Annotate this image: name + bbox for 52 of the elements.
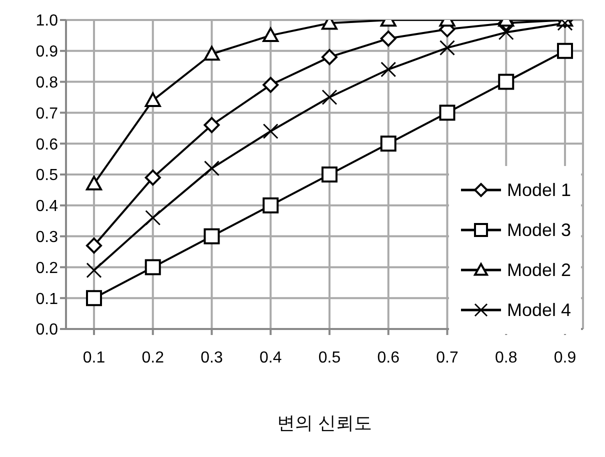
legend-label: Model 4 [506,300,571,320]
legend-label: Model 3 [506,220,571,240]
x-axis-title: 변의 신뢰도 [276,413,372,433]
x-tick-label: 0.7 [436,349,458,366]
point [380,30,396,47]
point [86,290,102,306]
y-tick-label: 0.1 [36,290,58,308]
x-tick-label: 0.8 [495,349,518,366]
point [204,117,220,134]
point [204,46,220,61]
point [498,74,514,90]
y-tick-label: 0.0 [36,322,58,339]
x-tick-label: 0.3 [200,349,223,366]
point [322,49,338,66]
point [204,228,220,244]
y-tick-label: 0.7 [36,105,58,122]
x-tick-label: 0.1 [82,349,106,366]
y-tick-label: 0.4 [36,198,58,216]
point [204,160,220,176]
point [322,166,338,182]
point [262,123,278,139]
point [440,40,455,56]
point [86,176,102,190]
y-tick-label: 0.5 [36,167,58,184]
point [439,104,456,121]
point [380,136,396,152]
y-tick-label: 0.8 [36,74,58,92]
point [144,259,161,276]
x-tick-label: 0.5 [318,349,341,366]
point [145,210,161,226]
x-tick-label: 0.9 [554,349,576,366]
point [322,90,338,105]
x-tick-label: 0.4 [260,349,282,366]
legend-label: Model 1 [506,180,571,200]
point [380,62,396,78]
point [262,197,279,214]
y-tick-label: 1.0 [36,12,58,30]
point [262,27,279,42]
y-tick-label: 0.3 [36,228,58,246]
x-tick-label: 0.6 [377,349,400,366]
point [498,24,514,40]
y-tick-label: 0.9 [36,44,58,61]
x-tick-label: 0.2 [142,349,164,366]
point [262,76,279,93]
legend-label: Model 2 [506,260,571,280]
y-tick-label: 0.2 [36,260,58,277]
point [557,42,573,59]
point [86,238,102,254]
point [144,170,161,186]
point [144,92,161,107]
point [86,262,102,278]
y-tick-label: 0.6 [36,136,58,154]
